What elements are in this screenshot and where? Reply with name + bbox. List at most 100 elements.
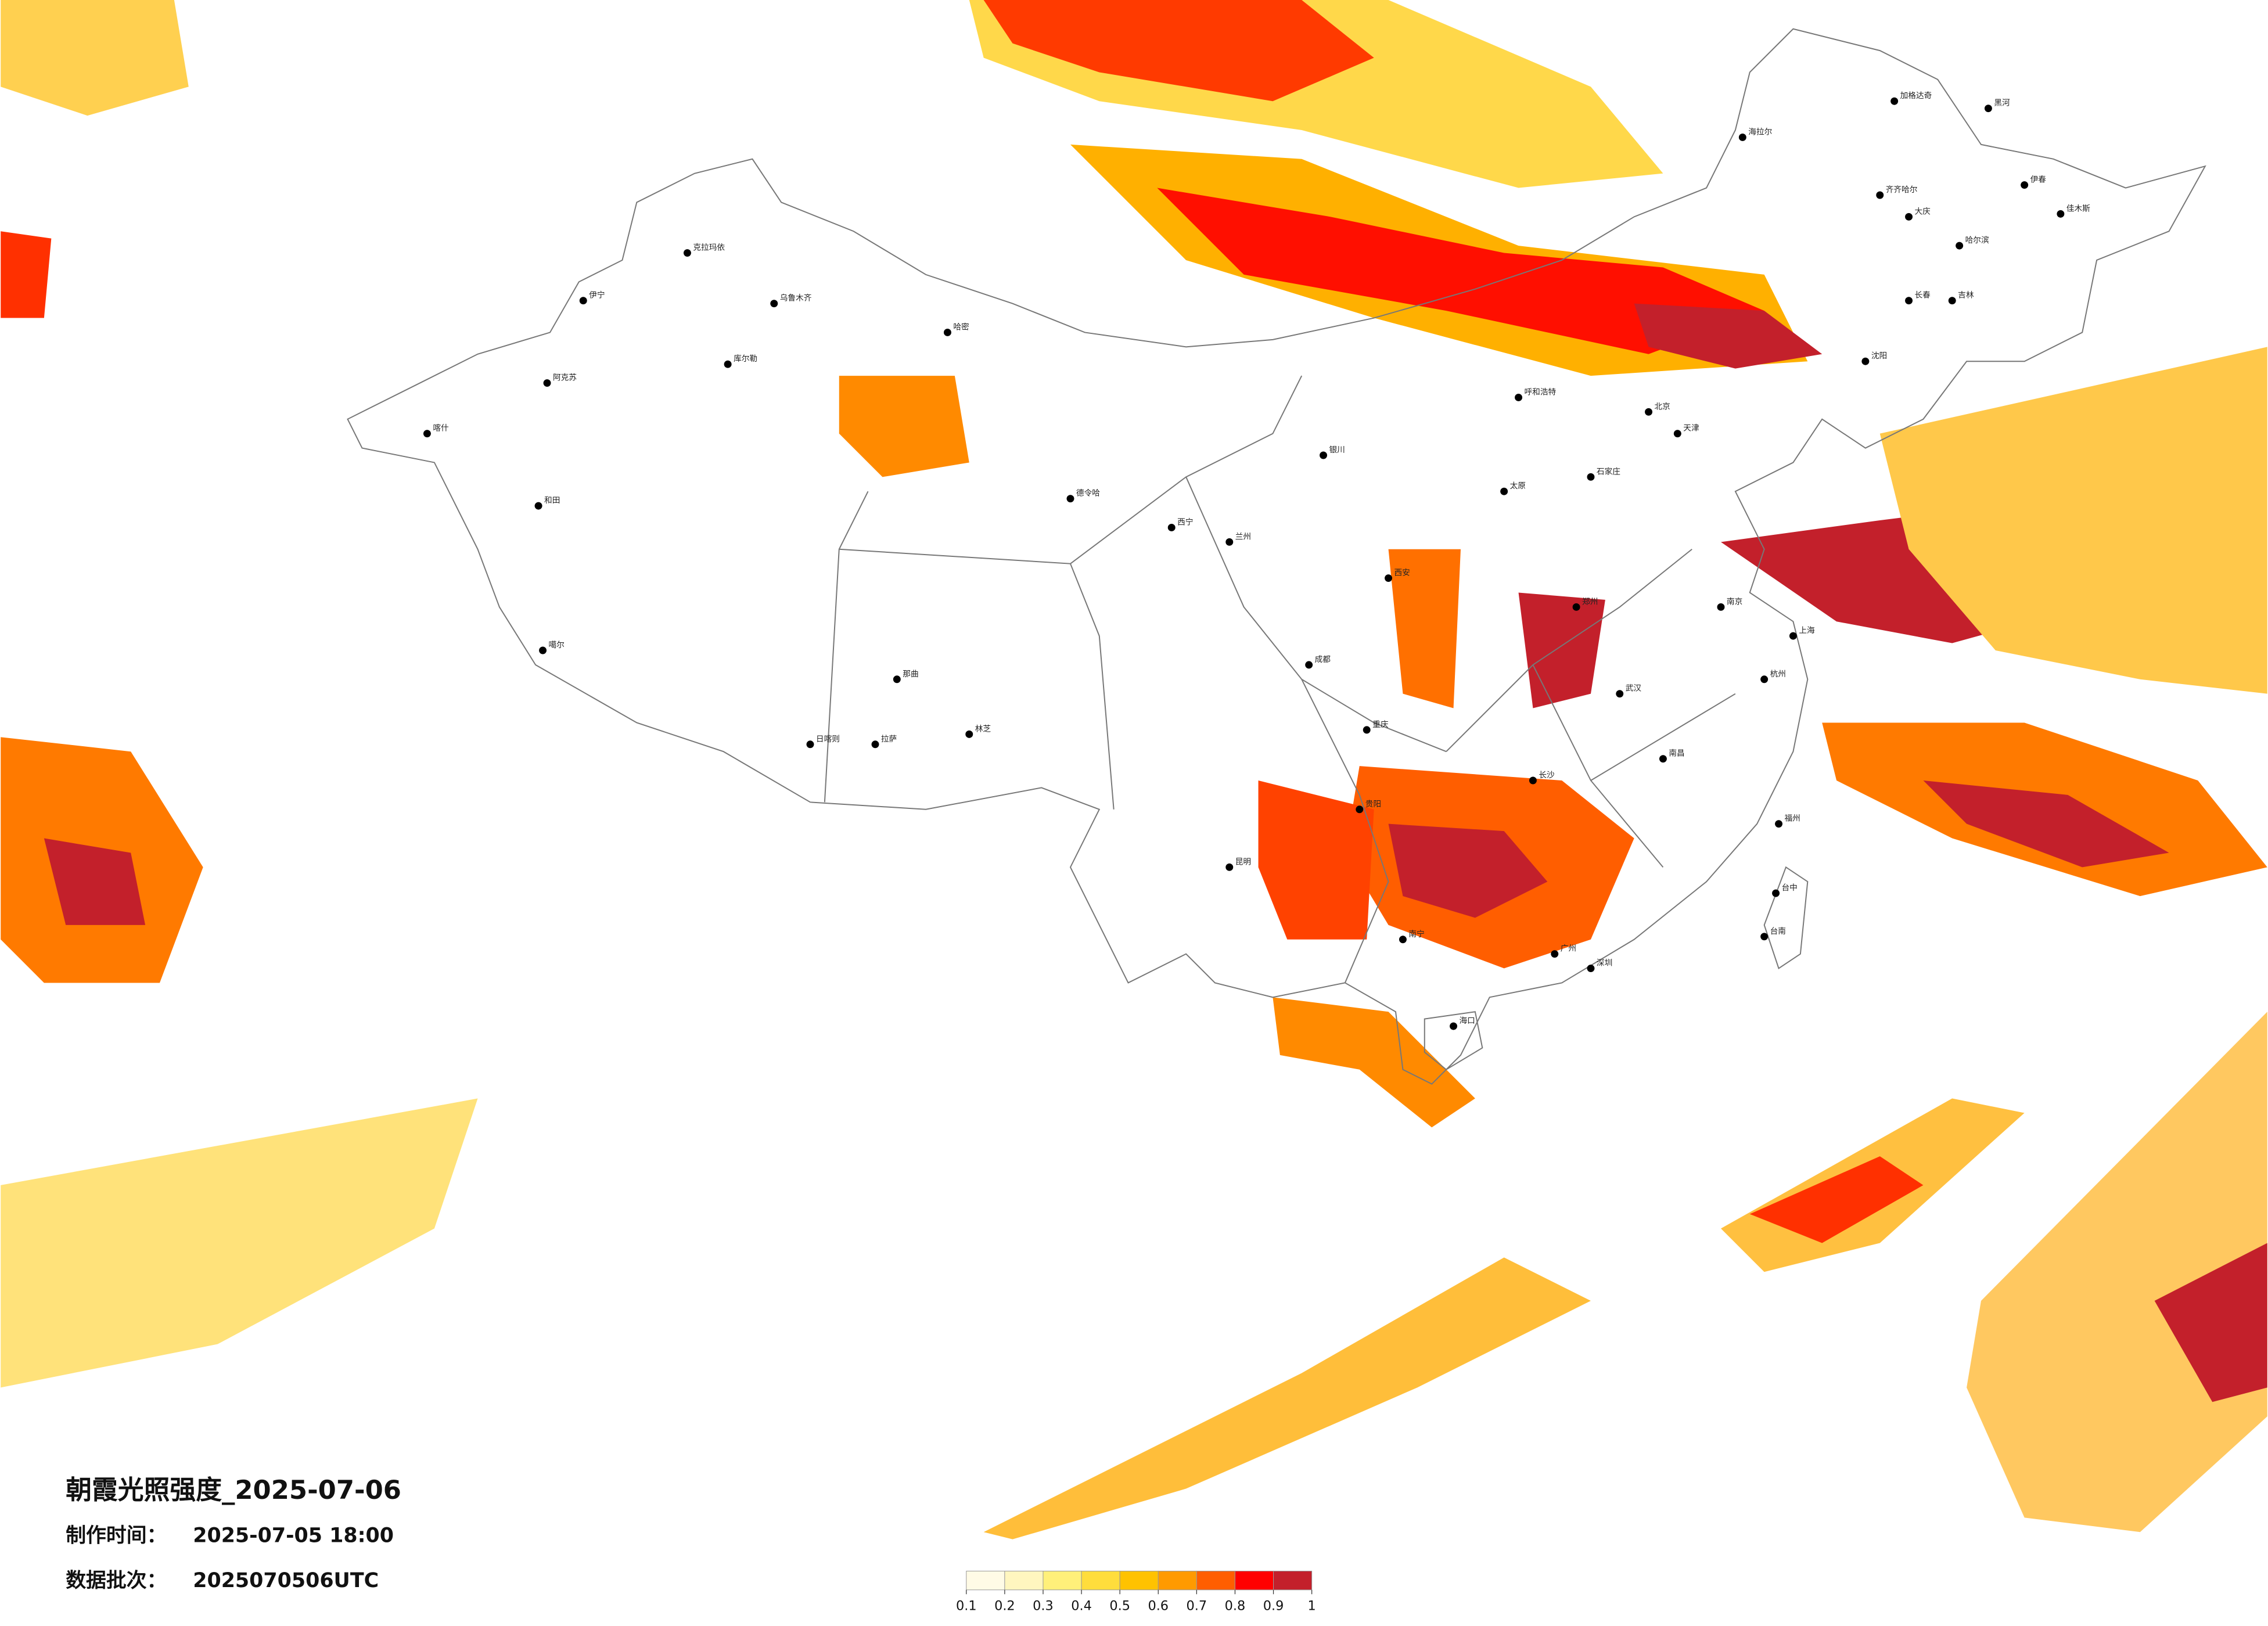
city-label: 武汉 [1626,684,1642,693]
city-dot [1890,97,1899,105]
city-label: 沈阳 [1871,351,1887,361]
city-label: 长春 [1915,291,1931,300]
city-label: 南京 [1727,597,1742,606]
city-dot [1984,105,1992,113]
city-dot [1673,430,1681,438]
city-label: 林芝 [975,724,991,733]
boundaries [347,28,2206,1085]
city-label: 齐齐哈尔 [1886,185,1918,195]
city-dot [1450,1022,1458,1030]
city-dot [1905,297,1913,305]
city-label: 克拉玛依 [693,243,725,253]
city-label: 喀什 [433,424,449,433]
city-label: 杭州 [1770,670,1786,679]
city-dot [965,730,973,738]
city-label: 西安 [1394,569,1410,578]
city-dot [1789,632,1797,640]
province-border [824,375,1736,983]
city-dot [871,740,879,749]
city-dot [2057,210,2065,218]
cloud [839,376,969,477]
production-time-value: 2025-07-05 18:00 [193,1524,394,1548]
cloud [1518,592,1605,708]
colorbar-tick-label: 0.9 [1263,1599,1284,1614]
colorbar-box [966,1570,1005,1591]
city-label: 郑州 [1582,597,1598,606]
cloud [44,838,146,925]
city-label: 南昌 [1669,749,1684,758]
city-label: 贵阳 [1365,800,1381,809]
map-title: 朝霞光照强度_2025-07-06 [66,1474,401,1505]
city-dot [1515,393,1523,401]
colorbar-box [1273,1570,1313,1591]
city-dot [1616,690,1624,698]
city-label: 哈尔滨 [1965,236,1989,245]
city-dot [1775,820,1783,828]
city-label: 佳木斯 [2066,204,2090,213]
city-dot [579,297,587,305]
city-label: 大庆 [1915,207,1931,216]
city-dot [1760,933,1769,941]
hainan [1424,1011,1483,1070]
city-dot [1772,889,1780,897]
city-dot [1876,191,1884,199]
city-dot [1659,755,1667,763]
city-dot [1948,297,1956,305]
city-dot [1225,538,1234,546]
city-dot [806,740,814,749]
city-dot [1529,776,1537,785]
cloud [1,231,52,318]
colorbar-box [1196,1570,1235,1591]
city-label: 西宁 [1177,517,1193,527]
city-label: 海口 [1460,1016,1475,1026]
city-dot [1905,213,1913,221]
city-dot [1587,473,1595,481]
city-label: 阿克苏 [553,373,577,383]
city-dot [1363,726,1371,734]
city-dot [1738,133,1746,141]
colorbar-tick-label: 0.4 [1071,1599,1092,1614]
city-label: 石家庄 [1597,466,1620,476]
city-dot [893,675,901,684]
city-label: 伊宁 [589,290,605,300]
cloud [1157,188,1764,354]
city-label: 上海 [1799,626,1815,635]
city-dot [423,430,431,438]
colorbar-tick-label: 1 [1308,1599,1316,1614]
city-dot [1066,495,1074,503]
city-label: 拉萨 [881,735,897,744]
city-label: 兰州 [1235,532,1251,541]
city-label: 伊春 [2030,175,2047,185]
cloud [1273,997,1475,1128]
city-dot [534,502,542,510]
city-dot [1572,603,1580,611]
city-dot [1551,950,1559,958]
city-label: 深圳 [1597,959,1612,968]
batch-label: 数据批次： [66,1569,167,1592]
city-label: 日喀则 [816,735,840,744]
city-dot [1760,675,1769,684]
batch-value: 2025070506UTC [193,1569,379,1592]
city-label: 和田 [544,496,560,505]
cloud [1879,347,2267,694]
colorbar-tick-label: 0.1 [956,1599,977,1614]
city-label: 福州 [1785,814,1800,823]
city-dot [1717,603,1725,611]
city-label: 成都 [1315,655,1331,664]
cloud [1,0,189,116]
colorbar-box [1081,1570,1120,1591]
cloud [1388,549,1461,708]
city-dot [2021,181,2029,189]
city-label: 那曲 [903,670,918,679]
city-label: 海拉尔 [1748,127,1772,136]
cloud [1634,303,1823,369]
city-label: 德令哈 [1076,489,1100,498]
city-dot [1399,936,1407,944]
city-dot [724,360,732,368]
city-label: 长沙 [1539,771,1555,780]
cloud [1923,780,2169,868]
city-dot [1587,965,1595,973]
